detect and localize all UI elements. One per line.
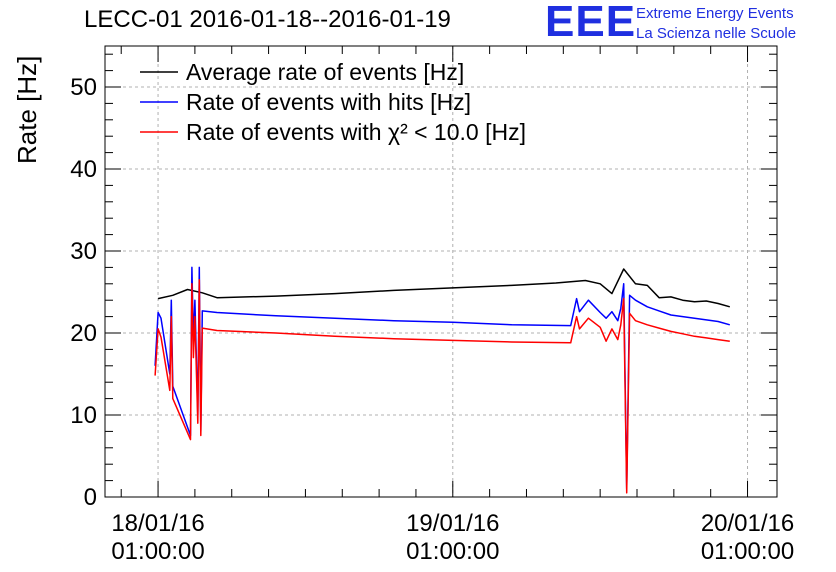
eee-logo: EEE [545,0,637,46]
x-tick-label-date: 19/01/16 [406,510,499,537]
y-tick-label: 40 [70,156,97,183]
logo-caption-line2: La Scienza nelle Scuole [636,25,797,42]
x-tick-label-time: 01:00:00 [111,538,204,565]
legend-label-3: Rate of events with χ² < 10.0 [Hz] [186,119,526,145]
x-tick-label-date: 18/01/16 [111,510,204,537]
x-tick-label-time: 01:00:00 [701,538,794,565]
legend-label-2: Rate of events with hits [Hz] [186,89,471,115]
logo-caption: Extreme Energy Events La Scienza nelle S… [636,4,796,44]
y-tick-label: 10 [70,402,97,429]
y-tick-label: 30 [70,238,97,265]
y-tick-label: 50 [70,74,97,101]
x-tick-label-date: 20/01/16 [701,510,794,537]
series-layer [154,266,731,494]
legend-label-1: Average rate of events [Hz] [186,59,464,85]
series-line-3 [154,278,730,494]
legend: Average rate of events [Hz] Rate of event… [140,59,526,145]
series-line-1 [157,268,731,308]
axes-layer: 0102030405018/01/1601:00:0019/01/1601:00… [70,46,794,565]
y-axis-label: Rate [Hz] [12,55,42,164]
logo-caption-line1: Extreme Energy Events [636,5,794,22]
y-tick-label: 0 [84,484,97,511]
chart-title: LECC-01 2016-01-18--2016-01-19 [84,6,451,33]
x-tick-label-time: 01:00:00 [406,538,499,565]
y-tick-label: 20 [70,320,97,347]
series-line-2 [154,266,731,490]
plot-frame [104,45,778,498]
